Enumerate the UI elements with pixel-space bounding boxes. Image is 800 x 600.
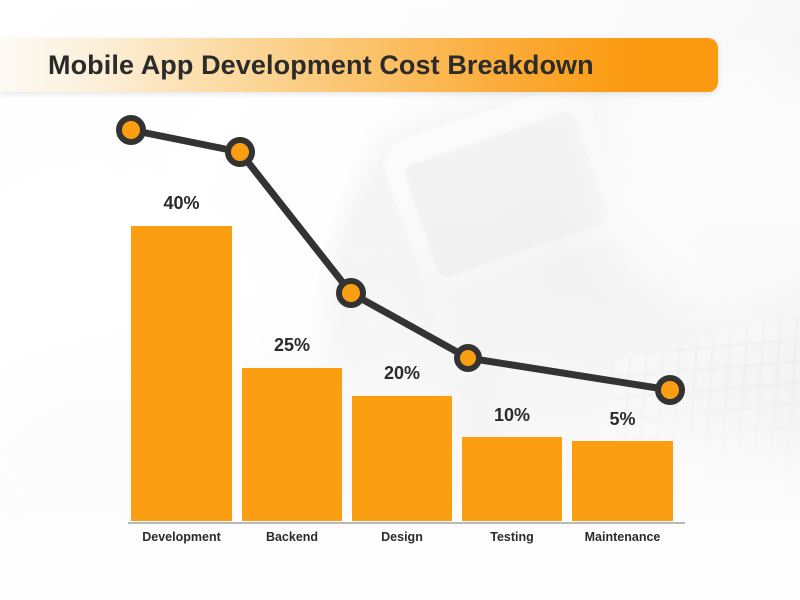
trend-marker-development bbox=[116, 115, 146, 145]
trend-marker-testing bbox=[454, 344, 482, 372]
bar-value-maintenance: 5% bbox=[609, 409, 636, 429]
category-label-testing: Testing bbox=[490, 530, 534, 544]
trend-marker-backend bbox=[225, 137, 255, 167]
trend-marker-design bbox=[336, 278, 366, 308]
category-label-backend: Backend bbox=[265, 530, 319, 544]
bar-testing bbox=[462, 437, 562, 521]
category-label-maintenance: Maintenance bbox=[584, 530, 661, 544]
bar-maintenance bbox=[572, 441, 673, 521]
trend-line bbox=[127, 126, 674, 394]
bar-value-development: 40% bbox=[163, 193, 200, 213]
bar-development bbox=[131, 226, 232, 521]
bar-design bbox=[352, 396, 452, 521]
x-axis-line bbox=[128, 522, 685, 524]
bar-backend bbox=[242, 368, 342, 521]
category-label-design: Design bbox=[381, 530, 423, 544]
title-banner: Mobile App Development Cost Breakdown bbox=[0, 38, 718, 92]
bar-value-testing: 10% bbox=[493, 405, 531, 425]
bar-value-backend: 25% bbox=[273, 335, 311, 355]
page-title: Mobile App Development Cost Breakdown bbox=[48, 49, 594, 80]
category-label-development: Development bbox=[142, 530, 221, 544]
trend-marker-maintenance bbox=[655, 375, 685, 405]
bar-value-design: 20% bbox=[383, 363, 421, 383]
